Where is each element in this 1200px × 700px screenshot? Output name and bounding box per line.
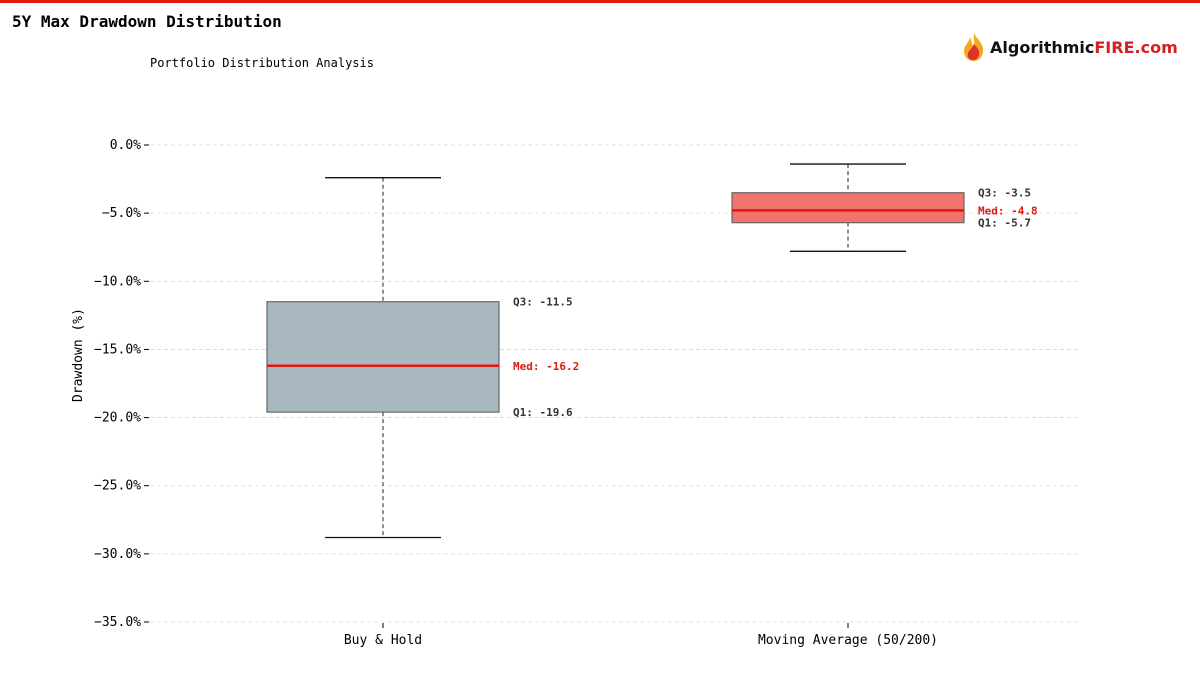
median-label: Med: -4.8 <box>978 204 1038 217</box>
top-accent-bar <box>0 0 1200 3</box>
q1-label: Q1: -19.6 <box>513 406 573 419</box>
chart-title: 5Y Max Drawdown Distribution <box>12 12 282 31</box>
y-tick-label: 0.0% <box>110 138 141 153</box>
y-tick-label: −20.0% <box>94 411 141 426</box>
y-tick-label: −15.0% <box>94 342 141 357</box>
q3-label: Q3: -3.5 <box>978 187 1031 200</box>
logo-text-accent: FIRE.com <box>1094 37 1178 57</box>
logo-text-main: Algorithmic <box>990 37 1095 57</box>
brand-logo: Algorithmic FIRE.com <box>962 32 1178 62</box>
y-tick-label: −25.0% <box>94 479 141 494</box>
y-axis-label: Drawdown (%) <box>71 308 86 402</box>
y-tick-label: −35.0% <box>94 615 141 630</box>
y-tick-label: −30.0% <box>94 547 141 562</box>
chart-subtitle: Portfolio Distribution Analysis <box>150 56 374 70</box>
flame-icon <box>964 33 984 61</box>
x-tick-label: Moving Average (50/200) <box>758 633 938 648</box>
median-label: Med: -16.2 <box>513 360 579 373</box>
box-iqr <box>731 192 965 224</box>
x-tick-label: Buy & Hold <box>344 633 422 648</box>
box-iqr <box>266 301 500 413</box>
q1-label: Q1: -5.7 <box>978 217 1031 230</box>
y-tick-label: −5.0% <box>102 206 141 221</box>
q3-label: Q3: -11.5 <box>513 296 573 309</box>
y-tick-label: −10.0% <box>94 274 141 289</box>
